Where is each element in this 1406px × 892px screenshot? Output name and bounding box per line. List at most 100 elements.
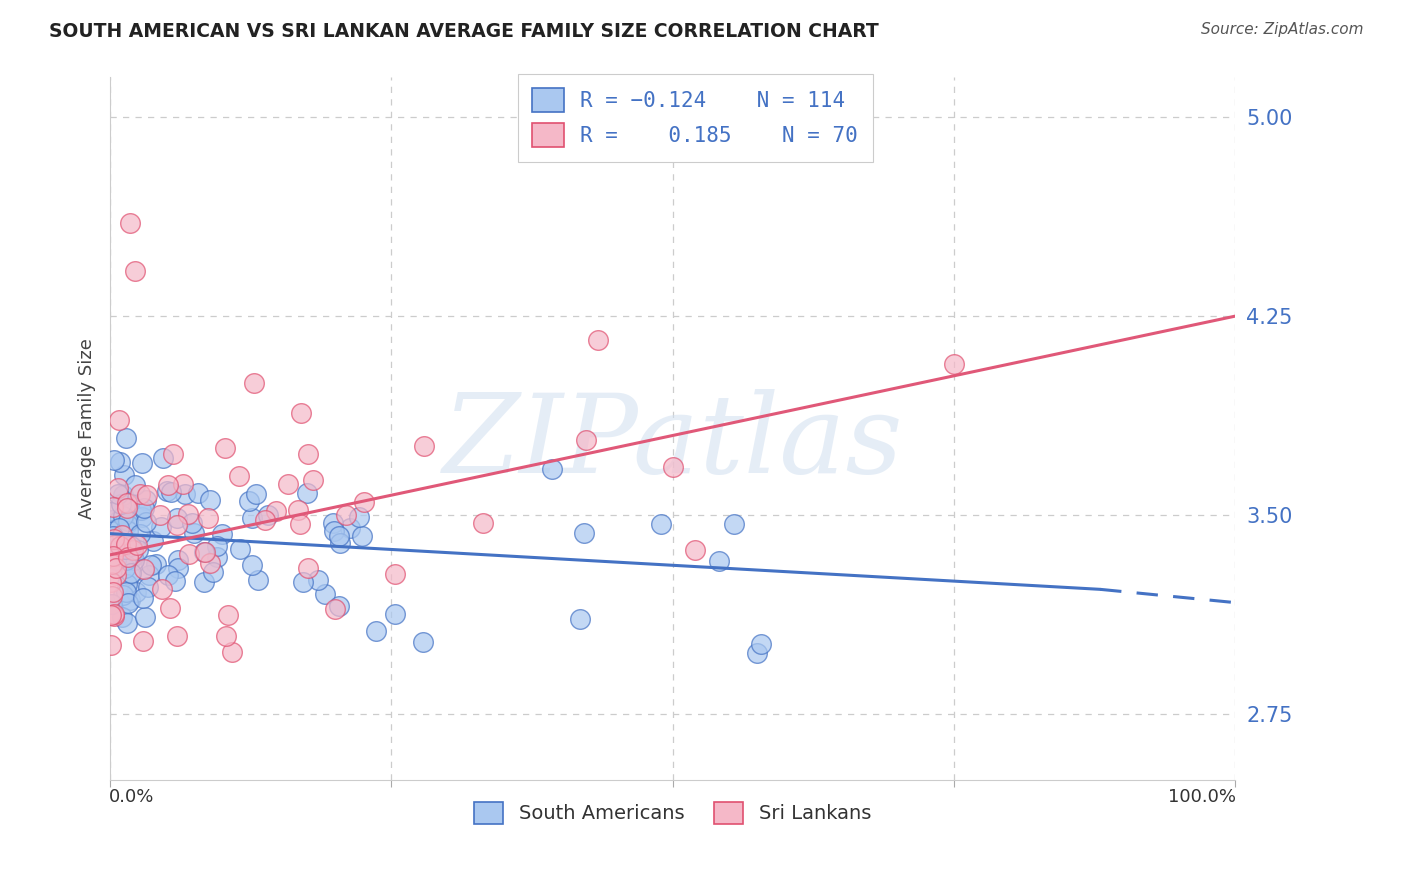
Point bbox=[301, 473, 323, 487]
Point bbox=[152, 450, 174, 465]
Point bbox=[131, 509, 153, 524]
Point bbox=[107, 481, 129, 495]
Point bbox=[136, 580, 159, 594]
Point bbox=[135, 515, 157, 529]
Point bbox=[117, 596, 139, 610]
Point bbox=[101, 558, 124, 573]
Point bbox=[353, 495, 375, 509]
Point bbox=[214, 441, 236, 455]
Text: ZIPatlas: ZIPatlas bbox=[443, 389, 903, 497]
Point bbox=[127, 542, 149, 557]
Point bbox=[166, 553, 188, 567]
Point bbox=[103, 607, 125, 621]
Point bbox=[101, 558, 124, 572]
Point bbox=[124, 264, 146, 278]
Point bbox=[101, 585, 124, 599]
Point bbox=[107, 487, 129, 501]
Point bbox=[723, 517, 745, 532]
Point bbox=[297, 447, 319, 461]
Point bbox=[134, 609, 156, 624]
Point bbox=[329, 536, 352, 550]
Point bbox=[115, 500, 138, 515]
Point bbox=[120, 539, 142, 553]
Point bbox=[364, 624, 387, 639]
Point bbox=[749, 637, 772, 651]
Point bbox=[200, 492, 222, 507]
Point bbox=[101, 529, 124, 543]
Point bbox=[105, 568, 128, 582]
Point bbox=[118, 593, 141, 607]
Point bbox=[747, 647, 769, 661]
Point bbox=[114, 584, 136, 599]
Point bbox=[112, 508, 135, 523]
Point bbox=[118, 568, 141, 582]
Point bbox=[166, 629, 188, 643]
Point bbox=[297, 486, 319, 500]
Point bbox=[136, 487, 159, 501]
Point bbox=[661, 460, 683, 475]
Point bbox=[159, 485, 181, 500]
Point bbox=[323, 524, 346, 538]
Point bbox=[120, 548, 142, 562]
Point bbox=[129, 503, 152, 517]
Point bbox=[138, 568, 160, 582]
Point bbox=[103, 500, 125, 515]
Point bbox=[238, 494, 260, 508]
Point bbox=[242, 511, 264, 525]
Point bbox=[297, 561, 319, 575]
Point bbox=[100, 505, 122, 519]
Point bbox=[229, 541, 252, 556]
Point bbox=[100, 550, 122, 565]
Point bbox=[117, 550, 139, 565]
Point bbox=[207, 549, 229, 564]
Point bbox=[115, 577, 138, 591]
Point bbox=[122, 553, 145, 567]
Point bbox=[155, 483, 177, 498]
Point bbox=[131, 634, 153, 648]
Point bbox=[328, 599, 350, 614]
Point bbox=[412, 635, 434, 649]
Point bbox=[683, 543, 706, 558]
Point bbox=[541, 462, 564, 476]
Point bbox=[105, 533, 128, 547]
Point bbox=[240, 558, 263, 572]
Point bbox=[256, 508, 278, 523]
Point bbox=[100, 638, 122, 652]
Point bbox=[194, 545, 217, 559]
Point bbox=[575, 433, 598, 447]
Point bbox=[125, 538, 148, 552]
Point bbox=[328, 529, 350, 543]
Point bbox=[101, 523, 124, 537]
Point bbox=[471, 516, 494, 530]
Point bbox=[108, 513, 131, 527]
Point bbox=[287, 503, 309, 517]
Legend: South Americans, Sri Lankans: South Americans, Sri Lankans bbox=[464, 792, 880, 834]
Point bbox=[108, 520, 131, 534]
Point bbox=[157, 568, 180, 582]
Point bbox=[129, 527, 152, 541]
Point bbox=[162, 447, 184, 461]
Point bbox=[277, 476, 299, 491]
Point bbox=[104, 553, 127, 567]
Point bbox=[174, 487, 197, 501]
Point bbox=[187, 486, 209, 500]
Point bbox=[198, 556, 221, 570]
Point bbox=[101, 549, 124, 563]
Point bbox=[307, 573, 329, 587]
Point bbox=[112, 467, 135, 482]
Point bbox=[128, 487, 150, 501]
Point bbox=[111, 610, 134, 624]
Point bbox=[121, 549, 143, 564]
Point bbox=[183, 525, 205, 540]
Point bbox=[150, 582, 173, 596]
Point bbox=[111, 528, 134, 542]
Point bbox=[108, 413, 131, 427]
Point bbox=[569, 612, 592, 626]
Point bbox=[132, 500, 155, 515]
Point bbox=[114, 552, 136, 566]
Point bbox=[115, 431, 138, 445]
Point bbox=[141, 558, 163, 573]
Point bbox=[215, 629, 238, 643]
Point bbox=[172, 477, 194, 491]
Text: Source: ZipAtlas.com: Source: ZipAtlas.com bbox=[1201, 22, 1364, 37]
